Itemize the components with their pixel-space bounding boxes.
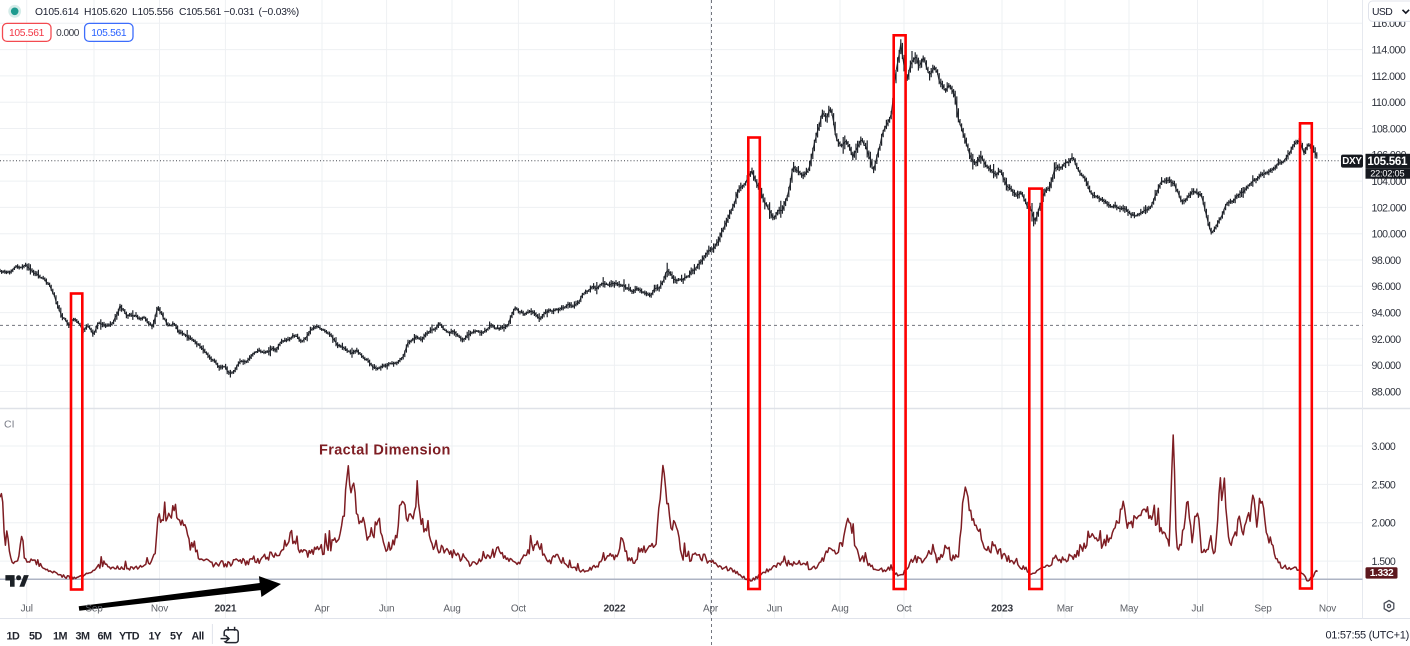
svg-text:Nov: Nov [1319,604,1336,615]
svg-text:Oct: Oct [897,604,912,615]
svg-text:2021: 2021 [214,604,236,615]
svg-text:Jun: Jun [379,604,395,615]
svg-text:1.500: 1.500 [1372,556,1396,568]
svg-text:108.000: 108.000 [1372,123,1407,135]
svg-text:Sep: Sep [85,604,103,615]
svg-text:Mar: Mar [1057,604,1074,615]
svg-text:Sep: Sep [1254,604,1272,615]
svg-text:0.000: 0.000 [56,28,80,39]
svg-text:3.000: 3.000 [1372,441,1396,453]
svg-text:Jul: Jul [21,604,33,615]
svg-text:5D: 5D [29,630,42,642]
svg-text:Aug: Aug [831,604,848,615]
svg-text:May: May [1120,604,1138,615]
svg-text:110.000: 110.000 [1372,97,1406,109]
svg-text:Jun: Jun [767,604,783,615]
svg-text:92.000: 92.000 [1372,334,1402,346]
svg-text:CI: CI [4,419,15,431]
svg-text:98.000: 98.000 [1372,255,1402,267]
svg-text:2022: 2022 [603,604,625,615]
svg-text:Oct: Oct [511,604,526,615]
svg-text:Fractal Dimension: Fractal Dimension [319,442,451,458]
svg-text:105.561: 105.561 [91,28,127,39]
svg-text:88.000: 88.000 [1372,386,1402,398]
svg-text:All: All [192,630,205,642]
svg-text:6M: 6M [98,630,112,642]
svg-text:114.000: 114.000 [1372,45,1406,57]
svg-text:DXY: DXY [1342,156,1362,167]
svg-text:100.000: 100.000 [1372,229,1407,241]
svg-text:Aug: Aug [443,604,460,615]
svg-text:102.000: 102.000 [1372,202,1407,214]
svg-text:2023: 2023 [991,604,1013,615]
svg-text:112.000: 112.000 [1372,71,1406,83]
svg-text:105.561: 105.561 [1367,155,1408,168]
svg-text:Jul: Jul [1191,604,1203,615]
svg-text:5Y: 5Y [170,630,183,642]
svg-text:105.561: 105.561 [9,28,45,39]
svg-text:1.332: 1.332 [1370,568,1394,579]
svg-text:3M: 3M [76,630,90,642]
svg-text:22:02:05: 22:02:05 [1370,169,1404,179]
svg-text:Nov: Nov [151,604,168,615]
svg-text:YTD: YTD [119,630,140,642]
svg-text:01:57:55 (UTC+1): 01:57:55 (UTC+1) [1325,629,1409,641]
svg-text:USD: USD [1372,7,1392,18]
svg-text:Apr: Apr [703,604,719,615]
svg-text:2.500: 2.500 [1372,479,1396,491]
svg-text:104.000: 104.000 [1372,176,1407,188]
svg-text:1D: 1D [7,630,20,642]
svg-text:96.000: 96.000 [1372,281,1402,293]
svg-text:Apr: Apr [315,604,331,615]
svg-text:2.000: 2.000 [1372,518,1396,530]
svg-text:1Y: 1Y [149,630,162,642]
svg-text:94.000: 94.000 [1372,308,1402,320]
svg-text:90.000: 90.000 [1372,360,1402,372]
svg-text:1M: 1M [53,630,67,642]
